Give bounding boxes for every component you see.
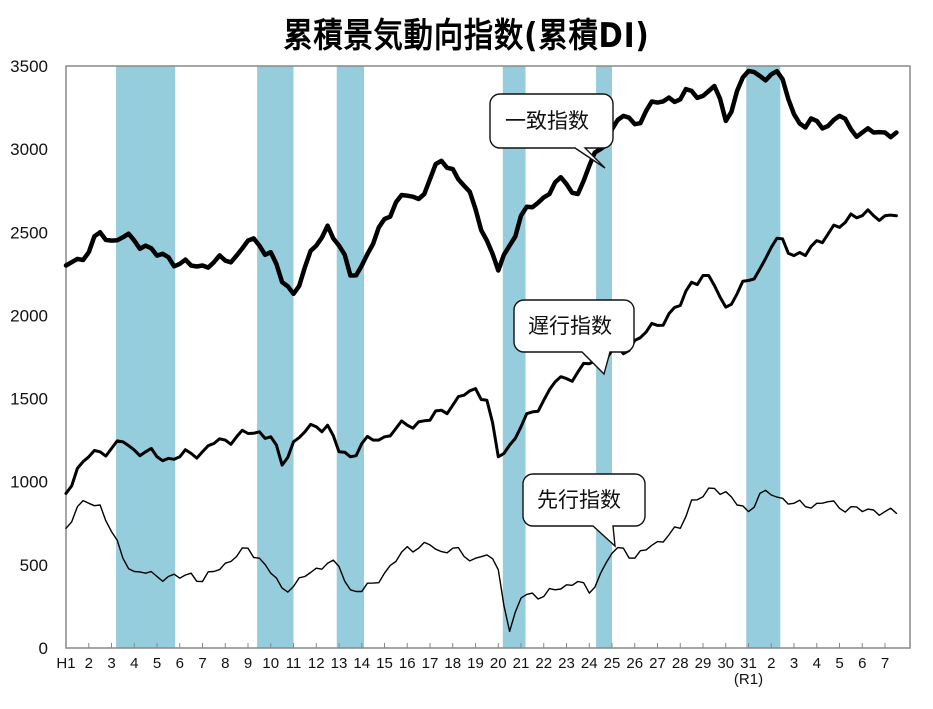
x-tick-label: 26 [626,655,643,672]
x-tick-label: 27 [649,655,666,672]
x-tick-label: 20 [490,655,507,672]
recession-band [257,66,294,648]
x-tick-sublabel: (R1) [734,671,763,688]
x-tick-label: 5 [835,655,843,672]
series-line-lagging [64,208,898,495]
x-tick-label: 13 [331,655,348,672]
plot-frame [65,65,911,649]
series-line-coincident [63,68,899,297]
x-axis: H1 2 3 4 5 6 7 8 9 10 11 12 13 14 15 16 17 18 19 20 21 22 23 24… [56,643,889,688]
x-tick-label: 24 [581,655,598,672]
y-tick-label: 1500 [10,390,48,409]
x-tick-label: 7 [881,655,889,672]
x-tick-label: 6 [858,655,866,672]
x-tick-label: 29 [695,655,712,672]
y-tick-label: 3500 [10,57,48,76]
recession-band [116,66,176,648]
x-tick-label: 14 [353,655,370,672]
x-tick-label: 5 [153,655,161,672]
callout-lagging: 遅行指数 [513,299,635,376]
series-line-leading [65,487,898,633]
series-lines [63,68,899,633]
recession-band [746,66,781,648]
x-tick-label: 3 [107,655,115,672]
x-tick-label: 4 [130,655,138,672]
x-tick-label: 25 [604,655,621,672]
x-tick-label: 3 [790,655,798,672]
y-tick-label: 2500 [10,223,48,242]
x-tick-label: 12 [308,655,325,672]
callout-lagging-label: 遅行指数 [528,314,612,338]
x-tick-label: 28 [672,655,689,672]
x-tick-label: 16 [399,655,416,672]
y-tick-label: 2000 [10,306,48,325]
x-tick-label: 7 [198,655,206,672]
chart-title: 累積景気動向指数(累積DI) [283,16,650,56]
callout-coincident: 一致指数 [489,93,614,169]
callout-leading-label: 先行指数 [537,488,621,512]
x-tick-label: 18 [444,655,461,672]
callout-coincident-label: 一致指数 [505,109,589,133]
x-tick-label: 15 [376,655,393,672]
recession-band [502,66,526,648]
x-tick-label: 31 [740,655,757,672]
x-tick-label: 2 [767,655,775,672]
x-tick-label: H1 [56,655,75,672]
x-tick-label: 19 [467,655,484,672]
x-tick-label: 8 [221,655,229,672]
y-tick-label: 3000 [10,140,48,159]
y-tick-label: 500 [20,556,48,575]
recession-band [336,66,365,648]
x-tick-label: 11 [286,655,302,672]
callout-leading: 先行指数 [522,473,646,548]
x-tick-label: 2 [85,655,93,672]
recession-bands [116,66,781,648]
x-tick-label: 4 [813,655,821,672]
x-tick-label: 22 [535,655,552,672]
y-axis: 0 500 1000 1500 2000 2500 3000 3500 [10,57,48,658]
x-tick-label: 10 [262,655,279,672]
x-tick-label: 23 [558,655,575,672]
x-tick-label: 9 [244,655,252,672]
x-tick-label: 6 [176,655,184,672]
x-tick-label: 17 [422,655,439,672]
y-tick-label: 1000 [10,473,48,492]
x-tick-label: 21 [513,655,530,672]
y-tick-label: 0 [39,639,48,658]
x-tick-label: 30 [717,655,734,672]
